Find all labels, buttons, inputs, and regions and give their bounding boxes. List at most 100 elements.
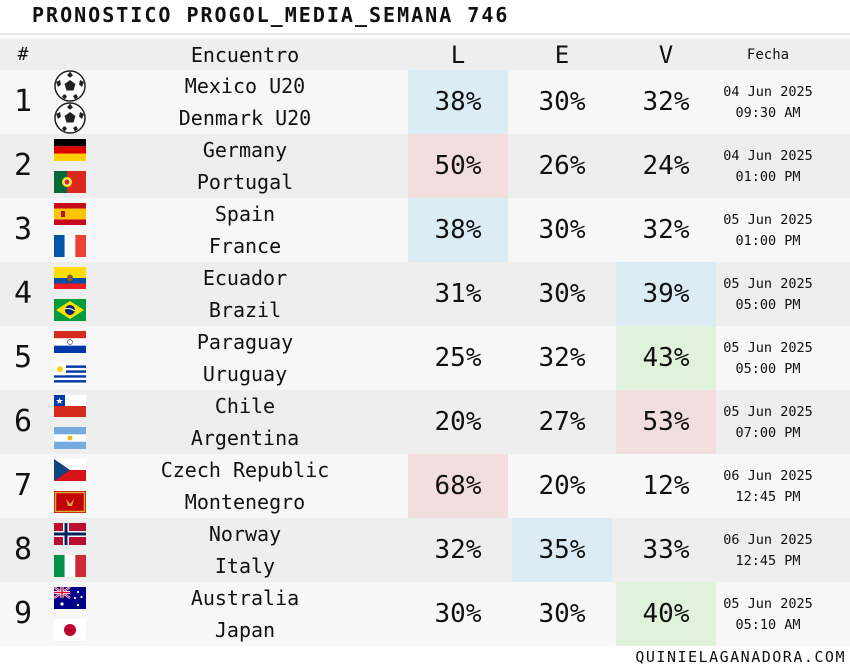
local-percent: 32%	[434, 535, 482, 565]
visitor-percent: 33%	[642, 535, 690, 565]
argentina-flag-icon	[54, 427, 86, 449]
home-team: Chile	[214, 394, 276, 418]
draw-percent: 30%	[538, 87, 586, 117]
match-time: 05:00 PM	[735, 361, 801, 377]
visitor-percent: 32%	[642, 87, 690, 117]
home-team: Australia	[190, 586, 300, 610]
match-time: 12:45 PM	[735, 489, 801, 505]
encuentro: Germany Portugal	[90, 134, 400, 198]
match-datetime: 06 Jun 2025 12:45 PM	[716, 518, 820, 582]
australia-flag-icon	[54, 587, 86, 609]
away-team: France	[208, 234, 282, 258]
match-number: 1	[13, 84, 33, 119]
match-number: 7	[13, 468, 33, 503]
match-number: 9	[13, 596, 33, 631]
match-number: 8	[13, 532, 33, 567]
draw-percent: 32%	[538, 343, 586, 373]
encuentro: Ecuador Brazil	[90, 262, 400, 326]
draw-percent: 35%	[512, 518, 612, 582]
flags	[54, 198, 86, 262]
home-team: Norway	[208, 522, 282, 546]
match-datetime: 06 Jun 2025 12:45 PM	[716, 454, 820, 518]
spain-flag-icon	[54, 203, 86, 225]
page-title: PRONOSTICO PROGOL_MEDIA_SEMANA 746	[32, 3, 510, 27]
title-divider	[0, 33, 850, 35]
uruguay-flag-icon	[54, 363, 86, 385]
flags	[54, 454, 86, 518]
encuentro: Paraguay Uruguay	[90, 326, 400, 390]
visitor-percent: 53%	[616, 390, 716, 454]
draw-percent: 30%	[538, 215, 586, 245]
table-row: 3 Spain France 38% 30% 32% 05 Jun 2025 01:00 PM	[0, 198, 850, 262]
match-time: 01:00 PM	[735, 233, 801, 249]
encuentro: Mexico U20 Denmark U20	[90, 70, 400, 134]
match-number: 4	[13, 276, 33, 311]
match-datetime: 05 Jun 2025 05:00 PM	[716, 262, 820, 326]
header-number: #	[17, 44, 29, 65]
encuentro: Australia Japan	[90, 582, 400, 646]
match-date: 06 Jun 2025	[723, 532, 813, 548]
draw-percent: 26%	[538, 151, 586, 181]
visitor-percent: 24%	[642, 151, 690, 181]
norway-flag-icon	[54, 523, 86, 545]
predictions-table: # Encuentro L E V Fecha 1 Mexico U20 Denma…	[0, 38, 850, 646]
match-number: 6	[13, 404, 33, 439]
local-percent: 30%	[434, 599, 482, 629]
match-datetime: 05 Jun 2025 07:00 PM	[716, 390, 820, 454]
match-date: 06 Jun 2025	[723, 468, 813, 484]
local-percent: 38%	[408, 70, 508, 134]
chile-flag-icon	[54, 395, 86, 417]
match-datetime: 05 Jun 2025 05:10 AM	[716, 582, 820, 646]
match-datetime: 04 Jun 2025 09:30 AM	[716, 70, 820, 134]
home-team: Mexico U20	[184, 74, 306, 98]
match-time: 09:30 AM	[735, 105, 801, 121]
away-team: Denmark U20	[178, 106, 312, 130]
away-team: Portugal	[196, 170, 294, 194]
match-date: 05 Jun 2025	[723, 404, 813, 420]
away-team: Italy	[214, 554, 276, 578]
draw-percent: 27%	[538, 407, 586, 437]
encuentro: Spain France	[90, 198, 400, 262]
match-number: 2	[13, 148, 33, 183]
match-date: 05 Jun 2025	[723, 596, 813, 612]
away-team: Uruguay	[202, 362, 288, 386]
japan-flag-icon	[54, 619, 86, 641]
away-team: Argentina	[190, 426, 300, 450]
flags	[54, 134, 86, 198]
encuentro: Norway Italy	[90, 518, 400, 582]
table-row: 8 Norway Italy 32% 35% 33% 06 Jun 2025 12:45 PM	[0, 518, 850, 582]
table-row: 7 Czech Republic Montenegro 68% 20% 12% 06 Jun…	[0, 454, 850, 518]
flags	[54, 326, 86, 390]
germany-flag-icon	[54, 139, 86, 161]
table-row: 1 Mexico U20 Denmark U20 38% 30% 32% 04 Jun 20…	[0, 70, 850, 134]
match-datetime: 04 Jun 2025 01:00 PM	[716, 134, 820, 198]
site-watermark: QUINIELAGANADORA.COM	[635, 648, 846, 666]
home-team: Ecuador	[202, 266, 288, 290]
home-team: Paraguay	[196, 330, 294, 354]
header-visitante: V	[658, 41, 674, 69]
flags	[54, 390, 86, 454]
match-date: 05 Jun 2025	[723, 340, 813, 356]
flags	[54, 582, 86, 646]
visitor-percent: 43%	[616, 326, 716, 390]
france-flag-icon	[54, 235, 86, 257]
match-time: 05:00 PM	[735, 297, 801, 313]
match-number: 5	[13, 340, 33, 375]
table-row: 4 Ecuador Brazil 31% 30% 39% 05 Jun 2025 05:00 …	[0, 262, 850, 326]
encuentro: Chile Argentina	[90, 390, 400, 454]
local-percent: 68%	[408, 454, 508, 518]
table-row: 9 Australia Japan 30% 30% 40% 05 Jun 2025 05:10…	[0, 582, 850, 646]
match-time: 07:00 PM	[735, 425, 801, 441]
header-empate: E	[554, 41, 570, 69]
ecuador-flag-icon	[54, 267, 86, 289]
match-time: 12:45 PM	[735, 553, 801, 569]
home-team: Germany	[202, 138, 288, 162]
visitor-percent: 40%	[616, 582, 716, 646]
table-header: # Encuentro L E V Fecha	[0, 38, 850, 70]
soccer-ball-icon	[54, 102, 86, 134]
header-fecha: Fecha	[746, 47, 790, 63]
match-datetime: 05 Jun 2025 01:00 PM	[716, 198, 820, 262]
table-row: 2 Germany Portugal 50% 26% 24% 04 Jun 2025 01:0…	[0, 134, 850, 198]
match-date: 04 Jun 2025	[723, 84, 813, 100]
match-datetime: 05 Jun 2025 05:00 PM	[716, 326, 820, 390]
